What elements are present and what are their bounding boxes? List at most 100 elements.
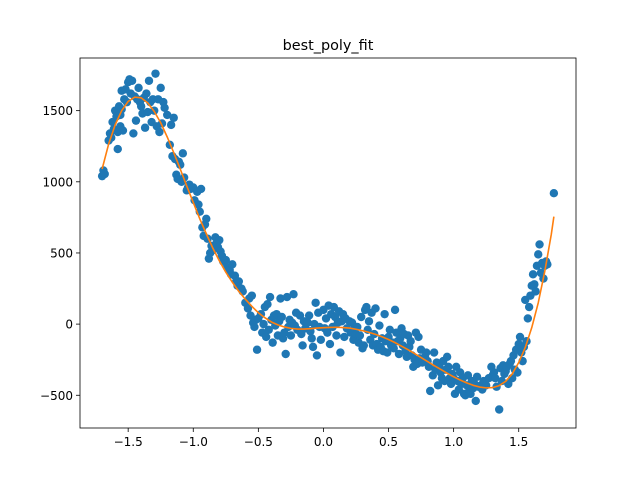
scatter-point	[160, 103, 169, 113]
scatter-point	[163, 110, 172, 120]
x-tick-label: −1.5	[114, 435, 143, 449]
scatter-point	[142, 89, 151, 98]
y-tick-label: −500	[40, 389, 73, 403]
scatter-point	[140, 123, 150, 132]
scatter-point	[515, 332, 525, 342]
scatter-point	[307, 334, 316, 343]
scatter-point	[513, 368, 522, 377]
scatter-point	[472, 372, 482, 381]
scatter-point	[252, 345, 262, 354]
scatter-point	[383, 348, 392, 357]
scatter-point	[308, 342, 318, 352]
scatter-point	[155, 127, 164, 137]
scatter-point	[362, 302, 371, 312]
scatter-point	[531, 287, 540, 296]
scatter-point	[298, 341, 307, 350]
scatter-point	[202, 214, 211, 224]
scatter-point	[523, 314, 533, 323]
scatter-point	[312, 351, 322, 360]
scatter-point	[375, 321, 384, 330]
scatter-point	[221, 255, 231, 265]
scatter-point	[113, 144, 122, 154]
scatter-point	[286, 331, 296, 340]
x-tick-label: 1.5	[509, 435, 528, 449]
scatter-point	[528, 270, 538, 279]
scatter-point	[359, 341, 369, 350]
scatter-point	[422, 348, 431, 357]
scatter-point	[471, 396, 480, 406]
y-tick-label: 1500	[42, 104, 73, 118]
scatter-point	[380, 309, 389, 319]
scatter-point	[143, 107, 152, 117]
scatter-point	[247, 291, 257, 300]
scatter-point	[264, 325, 273, 335]
scatter-point	[282, 292, 292, 302]
scatter-point	[323, 328, 332, 337]
scatter-point	[364, 317, 374, 326]
scatter-point	[131, 116, 141, 125]
scatter-point	[425, 386, 435, 396]
x-tick-label: −1.0	[179, 435, 208, 449]
scatter-point	[356, 312, 366, 322]
scatter-point	[166, 120, 176, 130]
y-tick-label: 0	[65, 318, 73, 332]
scatter-point	[261, 332, 271, 342]
scatter-point	[265, 292, 275, 302]
scatter-point	[394, 349, 404, 359]
scatter-point	[263, 299, 272, 309]
x-tick-label: 0.0	[314, 435, 333, 449]
scatter-point	[250, 322, 259, 332]
scatter-point	[442, 352, 452, 362]
scatter-point	[389, 344, 398, 353]
scatter-point	[144, 76, 154, 85]
scatter-point	[151, 69, 160, 78]
chart-title: best_poly_fit	[283, 38, 374, 54]
x-tick-label: 1.0	[444, 435, 463, 449]
scatter-point	[127, 76, 137, 85]
scatter-point	[444, 362, 453, 372]
axis-ticks: −1.5 −1.0 −0.5 0.0 0.5 1.0 1.5 −500 0 500 1000 1500	[40, 104, 528, 449]
scatter-point	[169, 113, 178, 122]
scatter-point	[243, 304, 253, 313]
scatter-point	[304, 311, 314, 320]
axes-frame	[79, 57, 577, 429]
scatter-point	[543, 260, 552, 269]
scatter-point	[534, 250, 543, 259]
scatter-point	[340, 332, 349, 342]
scatter-point	[129, 129, 138, 138]
scatter-point	[118, 126, 128, 135]
scatter-point	[259, 319, 268, 329]
fit-curve	[101, 96, 555, 389]
scatter-point	[549, 188, 559, 198]
scatter-point	[289, 290, 298, 299]
x-tick-label: 0.5	[379, 435, 398, 449]
scatter-point	[336, 348, 345, 357]
scatter-point	[316, 335, 326, 344]
scatter-point	[234, 277, 244, 286]
scatter-point	[196, 184, 206, 194]
scatter-point	[100, 169, 109, 179]
scatter-point	[390, 305, 400, 315]
scatter-point	[215, 235, 224, 245]
scatter-point	[281, 349, 290, 359]
scatter-point	[424, 362, 434, 372]
scatter-point	[178, 149, 188, 158]
scatter-point	[429, 348, 439, 357]
scatter-point	[268, 338, 277, 347]
scatter-point	[156, 83, 165, 93]
scatter-point	[530, 280, 539, 289]
scatter-point	[303, 318, 313, 327]
scatter-point	[433, 381, 443, 390]
scatter-point	[194, 200, 203, 209]
scatter-point	[385, 325, 395, 335]
scatter-point	[134, 83, 143, 93]
scatter-point	[276, 294, 285, 303]
y-tick-label: 500	[50, 246, 73, 260]
scatter-point	[228, 260, 237, 269]
x-tick-label: −0.5	[244, 435, 273, 449]
scatter-point	[535, 240, 544, 249]
scatter-point	[355, 331, 365, 340]
